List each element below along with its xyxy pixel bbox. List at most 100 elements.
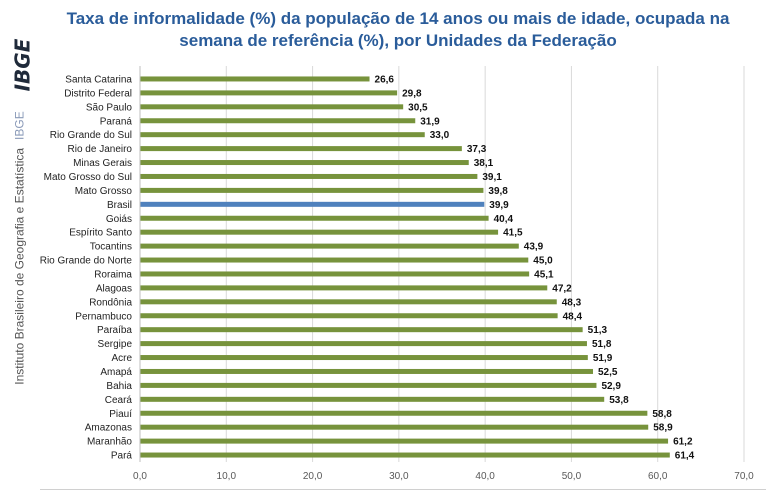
bar bbox=[140, 368, 593, 374]
category-label: Maranhão bbox=[87, 437, 132, 448]
bar bbox=[140, 76, 370, 82]
category-label: Piauí bbox=[109, 409, 132, 420]
bar bbox=[140, 229, 499, 235]
bar bbox=[140, 90, 398, 96]
data-label: 26,6 bbox=[375, 74, 395, 85]
bar bbox=[140, 396, 605, 402]
data-label: 48,3 bbox=[562, 297, 582, 308]
category-label: Paraíba bbox=[97, 325, 132, 336]
bar bbox=[140, 173, 478, 179]
data-label: 48,4 bbox=[563, 311, 583, 322]
data-label: 51,8 bbox=[592, 339, 612, 350]
bar bbox=[140, 271, 530, 277]
category-label: Distrito Federal bbox=[64, 88, 132, 99]
data-label: 40,4 bbox=[494, 214, 514, 225]
bar bbox=[140, 438, 669, 444]
data-label: 30,5 bbox=[408, 102, 428, 113]
category-label: Paraná bbox=[100, 116, 133, 127]
side-caption: Instituto Brasileiro de Geografia e Esta… bbox=[2, 111, 38, 384]
bar bbox=[140, 410, 648, 416]
category-label: Rio de Janeiro bbox=[68, 144, 133, 155]
bar bbox=[140, 299, 557, 305]
category-label: Amapá bbox=[100, 367, 132, 378]
chart-title-line-1: Taxa de informalidade (%) da população d… bbox=[66, 9, 730, 28]
data-label: 47,2 bbox=[552, 283, 572, 294]
category-label: Bahia bbox=[106, 381, 132, 392]
category-label: Tocantins bbox=[90, 242, 132, 253]
chart-title-line-2: semana de referência (%), por Unidades d… bbox=[179, 31, 617, 50]
category-label: São Paulo bbox=[86, 102, 133, 113]
bar bbox=[140, 187, 484, 193]
bar bbox=[140, 146, 462, 152]
data-label: 58,8 bbox=[652, 409, 672, 420]
data-label: 52,9 bbox=[601, 381, 621, 392]
category-label: Pernambuco bbox=[75, 311, 132, 322]
data-label: 61,2 bbox=[673, 437, 693, 448]
category-label: Rio Grande do Norte bbox=[40, 256, 132, 267]
data-label: 43,9 bbox=[524, 242, 544, 253]
bar bbox=[140, 424, 649, 430]
data-label: 37,3 bbox=[467, 144, 487, 155]
x-tick-label: 40,0 bbox=[475, 471, 495, 482]
data-label: 45,1 bbox=[534, 269, 554, 280]
data-label: 39,1 bbox=[482, 172, 502, 183]
side-caption-text: Instituto Brasileiro de Geografia e Esta… bbox=[13, 147, 28, 385]
bar bbox=[140, 243, 519, 249]
data-label: 53,8 bbox=[609, 395, 629, 406]
data-label: 41,5 bbox=[503, 228, 523, 239]
data-label: 39,8 bbox=[488, 186, 508, 197]
bar-highlight bbox=[140, 201, 485, 207]
data-label: 61,4 bbox=[675, 451, 695, 462]
x-tick-label: 50,0 bbox=[562, 471, 582, 482]
category-label: Rio Grande do Sul bbox=[50, 130, 132, 141]
data-label: 52,5 bbox=[598, 367, 618, 378]
data-label: 33,0 bbox=[430, 130, 450, 141]
chart-title: Taxa de informalidade (%) da população d… bbox=[40, 8, 756, 52]
category-label: Espírito Santo bbox=[69, 228, 132, 239]
category-label: Sergipe bbox=[98, 339, 133, 350]
bar bbox=[140, 355, 588, 361]
category-label: Ceará bbox=[105, 395, 133, 406]
category-label: Goiás bbox=[106, 214, 132, 225]
bar bbox=[140, 313, 558, 319]
category-label: Santa Catarina bbox=[65, 74, 132, 85]
x-tick-label: 30,0 bbox=[389, 471, 409, 482]
side-band: IBGE Instituto Brasileiro de Geografia e… bbox=[0, 0, 40, 492]
bar-chart: 0,0 10,0 20,0 30,0 40,0 50,0 60,0 70,0 Santa Cat… bbox=[40, 66, 754, 482]
x-tick-label: 70,0 bbox=[734, 471, 754, 482]
category-label: Acre bbox=[111, 353, 132, 364]
bar bbox=[140, 104, 404, 110]
x-tick-label: 60,0 bbox=[648, 471, 668, 482]
data-label: 58,9 bbox=[653, 423, 673, 434]
ibge-logo: IBGE bbox=[10, 28, 34, 102]
bar bbox=[140, 215, 489, 221]
data-label: 31,9 bbox=[420, 116, 440, 127]
bar bbox=[140, 452, 670, 458]
data-label: 38,1 bbox=[474, 158, 494, 169]
bar bbox=[140, 160, 469, 166]
category-label: Amazonas bbox=[85, 423, 132, 434]
category-label: Rondônia bbox=[89, 297, 132, 308]
data-label: 51,3 bbox=[588, 325, 608, 336]
x-tick-label: 10,0 bbox=[217, 471, 237, 482]
category-label: Mato Grosso do Sul bbox=[44, 172, 132, 183]
x-tick-label: 0,0 bbox=[133, 471, 147, 482]
bar bbox=[140, 285, 548, 291]
category-label: Brasil bbox=[107, 200, 132, 211]
category-label: Roraima bbox=[94, 269, 132, 280]
bar bbox=[140, 132, 425, 138]
data-label: 39,9 bbox=[489, 200, 509, 211]
category-label: Alagoas bbox=[96, 283, 132, 294]
data-label: 51,9 bbox=[593, 353, 613, 364]
bar bbox=[140, 382, 597, 388]
category-label: Mato Grosso bbox=[75, 186, 133, 197]
chart-area: 0,0 10,0 20,0 30,0 40,0 50,0 60,0 70,0 Santa Cat… bbox=[40, 60, 766, 492]
data-label: 45,0 bbox=[533, 256, 553, 267]
x-tick-label: 20,0 bbox=[303, 471, 323, 482]
ibge-logo-text: IBGE bbox=[10, 38, 35, 92]
bar bbox=[140, 118, 416, 124]
side-caption-ibge: IBGE bbox=[13, 111, 28, 140]
category-label: Pará bbox=[111, 451, 133, 462]
bar bbox=[140, 327, 583, 333]
bar bbox=[140, 341, 587, 347]
